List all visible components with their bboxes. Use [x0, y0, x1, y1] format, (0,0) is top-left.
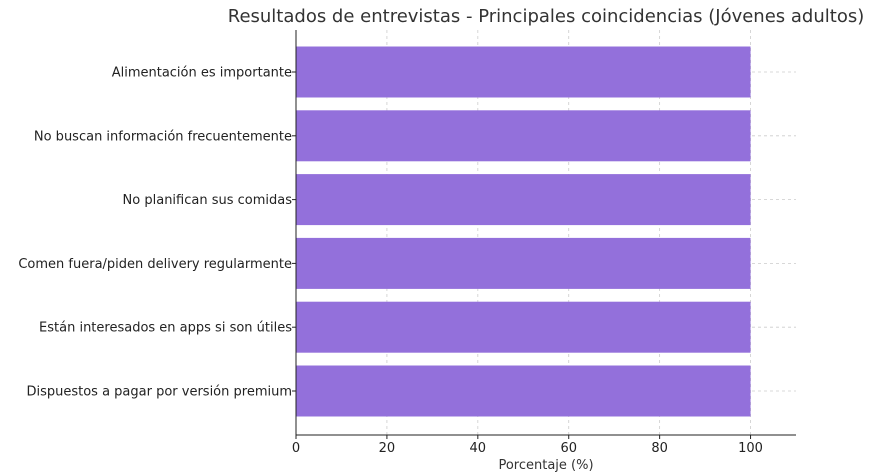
y-tick-label: No planifican sus comidas [123, 193, 293, 208]
x-tick-label: 100 [738, 441, 763, 456]
y-tick-labels: Alimentación es importante No buscan info… [18, 66, 296, 400]
bar [296, 237, 751, 289]
y-tick-label: Dispuestos a pagar por versión premium [26, 385, 292, 400]
chart-title: Resultados de entrevistas - Principales … [228, 6, 864, 27]
x-tick-labels: 0 20 40 60 80 100 [292, 435, 763, 456]
bar [296, 365, 751, 417]
x-tick-label: 20 [379, 441, 396, 456]
y-tick-label: Están interesados en apps si son útiles [39, 321, 292, 336]
bar [296, 46, 751, 98]
bar [296, 301, 751, 353]
bar [296, 110, 751, 162]
x-axis-label: Porcentaje (%) [498, 458, 593, 473]
y-tick-label: No buscan información frecuentemente [34, 129, 292, 144]
x-tick-label: 60 [560, 441, 577, 456]
bars [296, 46, 751, 417]
y-tick-label: Alimentación es importante [112, 66, 292, 81]
x-tick-label: 40 [470, 441, 487, 456]
y-tick-label: Comen fuera/piden delivery regularmente [18, 257, 292, 272]
x-tick-label: 0 [292, 441, 300, 456]
bar [296, 174, 751, 226]
x-tick-label: 80 [651, 441, 668, 456]
